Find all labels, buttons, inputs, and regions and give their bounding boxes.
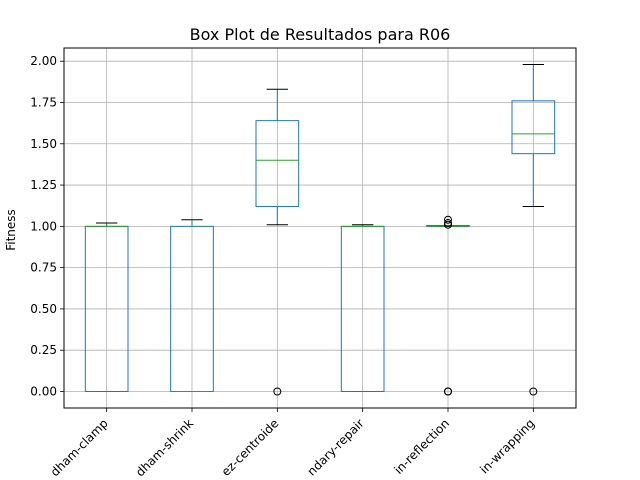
plot-frame xyxy=(63,47,577,409)
y-tick-label: 0.75 xyxy=(30,261,57,275)
outlier-point xyxy=(444,387,452,396)
y-axis-label: Fitness xyxy=(4,209,18,251)
y-tick-label: 2.00 xyxy=(30,54,57,68)
y-tick-label: 0.50 xyxy=(30,302,57,316)
chart-title: Box Plot de Resultados para R06 xyxy=(190,25,451,44)
iqr-box xyxy=(511,100,556,155)
x-tick-label: in-wrapping xyxy=(477,416,537,476)
box-dham-shrink xyxy=(170,219,214,392)
x-tick-label: ez-centroide xyxy=(219,416,282,479)
boxes xyxy=(84,64,556,396)
iqr-box xyxy=(255,120,300,208)
box-ndary-repair xyxy=(340,224,385,392)
y-tick-label: 1.00 xyxy=(30,219,57,233)
x-tick-label: ndary-repair xyxy=(305,416,367,478)
outlier-point xyxy=(444,215,452,224)
box-dham-clamp xyxy=(84,222,129,392)
outlier-point xyxy=(444,219,452,228)
box-ez-centroide xyxy=(255,88,300,396)
x-tick-label: dham-clamp xyxy=(48,416,111,479)
y-tick-label: 1.50 xyxy=(30,137,57,151)
y-tick-label: 0.00 xyxy=(30,384,57,398)
box-in-reflection xyxy=(426,215,470,396)
outlier-point xyxy=(273,387,282,396)
box-in-wrapping xyxy=(511,64,556,396)
y-tick-label: 1.75 xyxy=(30,95,57,109)
outlier-point xyxy=(529,387,538,396)
y-tick-label: 0.25 xyxy=(30,343,57,357)
grid-lines xyxy=(64,48,576,408)
x-tick-label: dham-shrink xyxy=(133,416,196,479)
x-tick-label: in-reflection xyxy=(391,416,452,477)
y-tick-label: 1.25 xyxy=(30,178,57,192)
